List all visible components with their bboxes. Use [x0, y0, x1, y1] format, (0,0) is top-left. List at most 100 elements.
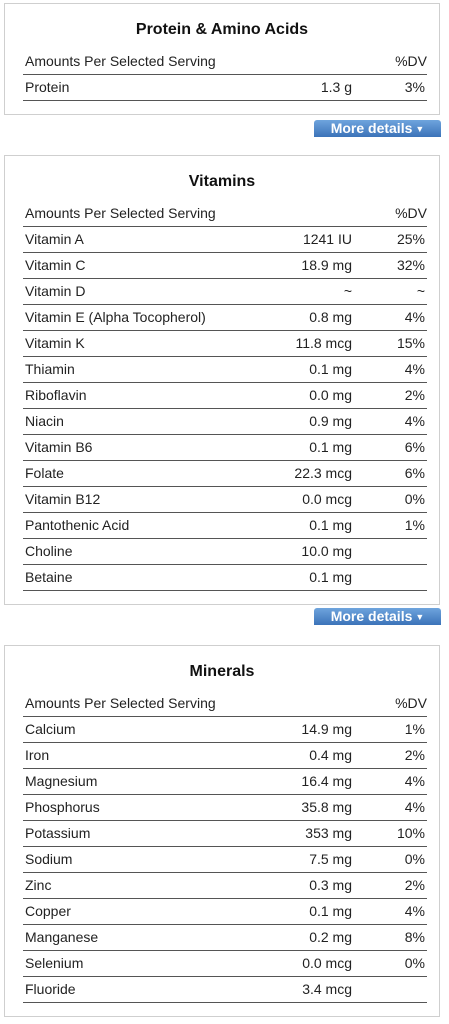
nutrient-amount: 7.5 mg — [309, 851, 352, 867]
header-dv-label: %DV — [395, 205, 427, 221]
nutrient-name: Phosphorus — [25, 799, 100, 815]
header-amounts-label: Amounts Per Selected Serving — [25, 205, 216, 221]
table-row: Folate 22.3 mcg 6% — [23, 461, 427, 487]
nutrient-name: Riboflavin — [25, 387, 87, 403]
nutrient-dv: 10% — [396, 825, 425, 841]
nutrient-dv: 4% — [404, 413, 425, 429]
nutrient-name: Betaine — [25, 569, 73, 585]
nutrient-amount: 0.1 mg — [309, 903, 352, 919]
nutrient-amount: 0.3 mg — [309, 877, 352, 893]
nutrient-name: Sodium — [25, 851, 73, 867]
nutrient-name: Folate — [25, 465, 64, 481]
nutrient-amount: 0.2 mg — [309, 929, 352, 945]
table-row: Sodium 7.5 mg 0% — [23, 847, 427, 873]
nutrient-amount: 0.0 mcg — [302, 491, 352, 507]
nutrient-dv: 25% — [396, 231, 425, 247]
minerals-panel: Minerals Amounts Per Selected Serving %D… — [4, 645, 440, 1017]
header-dv-label: %DV — [395, 695, 427, 711]
nutrient-name: Vitamin C — [25, 257, 86, 273]
nutrient-dv: 4% — [404, 799, 425, 815]
nutrient-dv: ~ — [416, 283, 425, 299]
minerals-rows: Calcium 14.9 mg 1% Iron 0.4 mg 2% Magnesium 16.… — [5, 717, 439, 1003]
header-dv-label: %DV — [395, 53, 427, 69]
nutrient-name: Vitamin K — [25, 335, 85, 351]
nutrient-name: Potassium — [25, 825, 91, 841]
minerals-header: Amounts Per Selected Serving %DV — [23, 691, 427, 717]
nutrient-amount: ~ — [343, 283, 352, 299]
table-row: Vitamin A 1241 IU 25% — [23, 227, 427, 253]
nutrient-name: Vitamin B12 — [25, 491, 101, 507]
nutrient-dv: 4% — [404, 361, 425, 377]
nutrient-dv: 0% — [404, 491, 425, 507]
table-row: Riboflavin 0.0 mg 2% — [23, 383, 427, 409]
table-row: Vitamin C 18.9 mg 32% — [23, 253, 427, 279]
nutrient-name: Thiamin — [25, 361, 75, 377]
nutrient-dv: 0% — [404, 955, 425, 971]
nutrient-name: Vitamin E (Alpha Tocopherol) — [25, 309, 206, 325]
nutrient-dv: 32% — [396, 257, 425, 273]
nutrient-dv: 2% — [404, 747, 425, 763]
nutrient-dv: 4% — [404, 309, 425, 325]
nutrient-name: Calcium — [25, 721, 76, 737]
nutrient-dv: 6% — [404, 439, 425, 455]
nutrient-amount: 1241 IU — [302, 231, 352, 247]
nutrient-name: Iron — [25, 747, 50, 763]
protein-rows: Protein 1.3 g 3% — [5, 75, 439, 101]
nutrient-dv: 1% — [404, 517, 425, 533]
nutrient-amount: 16.4 mg — [301, 773, 352, 789]
more-details-label: More details — [330, 120, 413, 136]
nutrient-name: Copper — [25, 903, 71, 919]
caret-down-icon: ▼ — [415, 124, 425, 134]
nutrient-dv: 1% — [404, 721, 425, 737]
table-row: Magnesium 16.4 mg 4% — [23, 769, 427, 795]
table-row: Protein 1.3 g 3% — [23, 75, 427, 101]
nutrient-amount: 353 mg — [305, 825, 352, 841]
table-row: Niacin 0.9 mg 4% — [23, 409, 427, 435]
table-row: Pantothenic Acid 0.1 mg 1% — [23, 513, 427, 539]
table-row: Zinc 0.3 mg 2% — [23, 873, 427, 899]
table-row: Thiamin 0.1 mg 4% — [23, 357, 427, 383]
nutrient-dv: 2% — [404, 387, 425, 403]
nutrient-amount: 0.9 mg — [309, 413, 352, 429]
minerals-title: Minerals — [189, 663, 255, 680]
nutrient-amount: 0.1 mg — [309, 439, 352, 455]
nutrient-dv: 15% — [396, 335, 425, 351]
nutrient-amount: 0.1 mg — [309, 517, 352, 533]
nutrient-name: Vitamin A — [25, 231, 84, 247]
table-row: Selenium 0.0 mcg 0% — [23, 951, 427, 977]
vitamins-more-details-button[interactable]: More details ▼ — [314, 608, 441, 625]
nutrient-amount: 18.9 mg — [301, 257, 352, 273]
nutrient-dv: 4% — [404, 903, 425, 919]
nutrient-name: Niacin — [25, 413, 64, 429]
nutrient-amount: 1.3 g — [320, 79, 352, 95]
nutrient-amount: 0.8 mg — [309, 309, 352, 325]
nutrient-amount: 0.1 mg — [309, 569, 352, 585]
table-row: Fluoride 3.4 mcg — [23, 977, 427, 1003]
table-row: Choline 10.0 mg — [23, 539, 427, 565]
nutrient-amount: 0.1 mg — [309, 361, 352, 377]
nutrient-dv: 8% — [404, 929, 425, 945]
table-row: Phosphorus 35.8 mg 4% — [23, 795, 427, 821]
vitamins-title: Vitamins — [188, 173, 256, 190]
table-row: Iron 0.4 mg 2% — [23, 743, 427, 769]
nutrient-name: Magnesium — [25, 773, 98, 789]
nutrient-name: Manganese — [25, 929, 99, 945]
nutrient-amount: 35.8 mg — [301, 799, 352, 815]
nutrient-amount: 0.4 mg — [309, 747, 352, 763]
nutrient-amount: 10.0 mg — [301, 543, 352, 559]
protein-more-details-button[interactable]: More details ▼ — [314, 120, 441, 137]
nutrient-name: Protein — [25, 79, 70, 95]
table-row: Vitamin E (Alpha Tocopherol) 0.8 mg 4% — [23, 305, 427, 331]
protein-panel: Protein & Amino Acids Amounts Per Select… — [4, 3, 440, 115]
table-row: Potassium 353 mg 10% — [23, 821, 427, 847]
nutrient-name: Pantothenic Acid — [25, 517, 130, 533]
nutrient-amount: 0.0 mcg — [302, 955, 352, 971]
vitamins-header: Amounts Per Selected Serving %DV — [23, 201, 427, 227]
nutrient-name: Choline — [25, 543, 73, 559]
nutrient-dv: 4% — [404, 773, 425, 789]
table-row: Calcium 14.9 mg 1% — [23, 717, 427, 743]
nutrient-dv: 2% — [404, 877, 425, 893]
protein-title: Protein & Amino Acids — [135, 21, 309, 38]
nutrient-name: Vitamin B6 — [25, 439, 93, 455]
nutrient-name: Zinc — [25, 877, 52, 893]
